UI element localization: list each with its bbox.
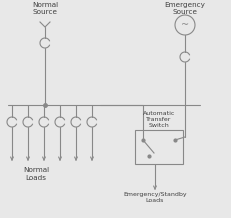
Text: Automatic
Transfer
Switch: Automatic Transfer Switch (143, 111, 175, 128)
Text: Normal
Source: Normal Source (32, 2, 58, 15)
Text: Emergency
Source: Emergency Source (164, 2, 205, 15)
Text: Normal
Loads: Normal Loads (23, 167, 49, 181)
Text: Emergency/Standby
Loads: Emergency/Standby Loads (123, 192, 187, 203)
Bar (135, 130, 183, 164)
Text: ~: ~ (181, 20, 189, 30)
